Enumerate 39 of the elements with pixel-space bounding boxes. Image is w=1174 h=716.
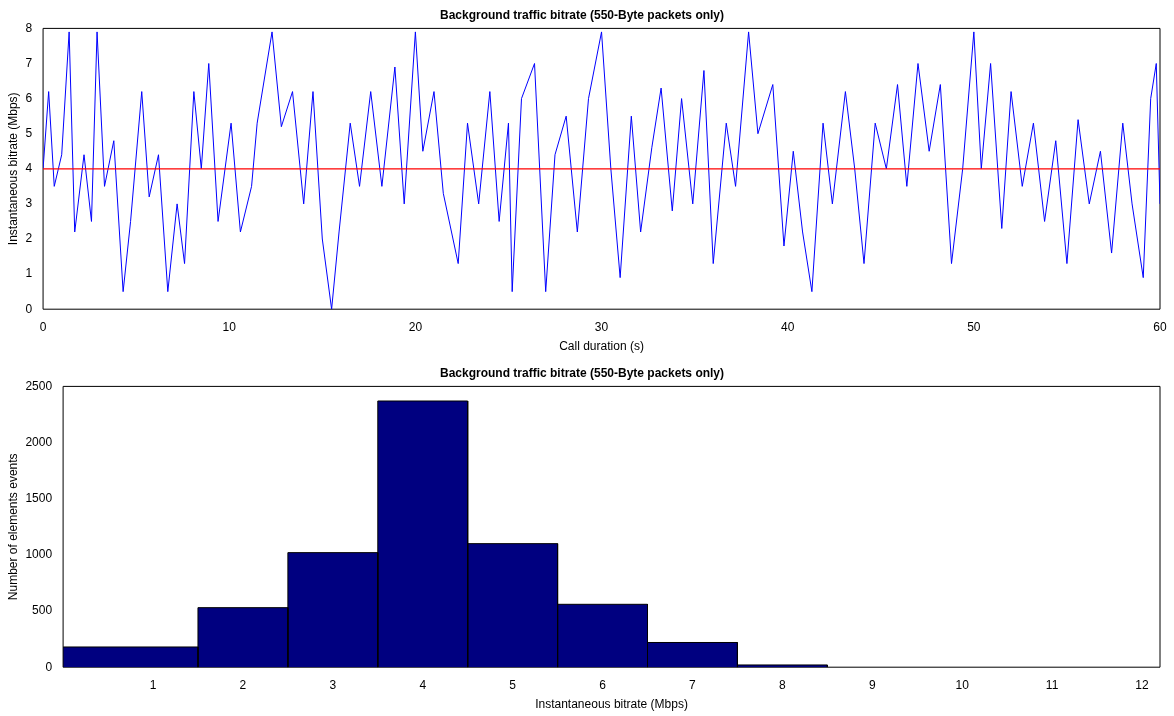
y-axis-title: Number of elements events bbox=[5, 453, 20, 601]
y-tick-label: 2500 bbox=[25, 378, 53, 393]
y-tick-label: 2 bbox=[25, 231, 33, 246]
y-tick-label: 2000 bbox=[25, 434, 53, 449]
x-axis-title: Call duration (s) bbox=[559, 339, 644, 354]
x-tick-label: 30 bbox=[594, 319, 609, 334]
x-tick-label: 10 bbox=[222, 319, 237, 334]
y-tick-label: 1000 bbox=[25, 547, 53, 562]
x-tick-label: 6 bbox=[599, 677, 607, 692]
chart-title: Background traffic bitrate (550-Byte packets only) bbox=[439, 365, 725, 380]
x-tick-label: 60 bbox=[1153, 319, 1167, 334]
x-tick-label: 9 bbox=[868, 677, 876, 692]
y-tick-label: 8 bbox=[25, 20, 33, 35]
x-tick-label: 20 bbox=[408, 319, 423, 334]
x-tick-label: 50 bbox=[967, 319, 981, 334]
y-tick-label: 1500 bbox=[25, 491, 53, 506]
x-tick-label: 5 bbox=[509, 677, 517, 692]
chart-title: Background traffic bitrate (550-Byte packets only) bbox=[439, 7, 725, 22]
x-tick-label: 8 bbox=[779, 677, 787, 692]
y-tick-label: 1 bbox=[25, 266, 33, 281]
y-tick-label: 6 bbox=[25, 90, 33, 105]
x-tick-label: 4 bbox=[419, 677, 427, 692]
y-tick-label: 4 bbox=[25, 161, 33, 176]
x-tick-label: 3 bbox=[329, 677, 337, 692]
y-tick-label: 500 bbox=[32, 603, 53, 618]
y-tick-label: 5 bbox=[25, 126, 33, 141]
y-tick-label: 7 bbox=[25, 55, 33, 70]
x-tick-label: 12 bbox=[1135, 677, 1150, 692]
y-tick-label: 0 bbox=[45, 659, 53, 674]
y-tick-label: 3 bbox=[25, 196, 33, 211]
x-tick-label: 2 bbox=[239, 677, 247, 692]
x-tick-label: 7 bbox=[689, 677, 697, 692]
y-tick-label: 0 bbox=[25, 301, 33, 316]
y-axis-title: Instantaneous bitrate (Mbps) bbox=[5, 92, 20, 246]
x-tick-label: 10 bbox=[955, 677, 970, 692]
x-axis-title: Instantaneous bitrate (Mbps) bbox=[535, 697, 688, 712]
x-tick-label: 11 bbox=[1045, 677, 1059, 692]
x-tick-label: 40 bbox=[781, 319, 795, 334]
x-tick-label: 1 bbox=[149, 677, 157, 692]
